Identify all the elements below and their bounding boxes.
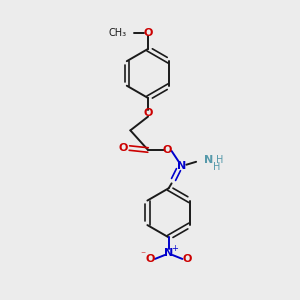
Text: CH₃: CH₃ bbox=[108, 28, 126, 38]
Text: O: O bbox=[143, 28, 153, 38]
Text: H: H bbox=[216, 155, 224, 165]
Text: N: N bbox=[164, 248, 173, 258]
Text: O: O bbox=[119, 143, 128, 153]
Text: H: H bbox=[213, 162, 220, 172]
Text: O: O bbox=[143, 108, 153, 118]
Text: O: O bbox=[183, 254, 192, 264]
Text: ⁻: ⁻ bbox=[141, 250, 146, 260]
Text: N: N bbox=[204, 155, 214, 165]
Text: O: O bbox=[163, 145, 172, 155]
Text: N: N bbox=[177, 161, 186, 171]
Text: O: O bbox=[145, 254, 155, 264]
Text: +: + bbox=[171, 244, 178, 253]
